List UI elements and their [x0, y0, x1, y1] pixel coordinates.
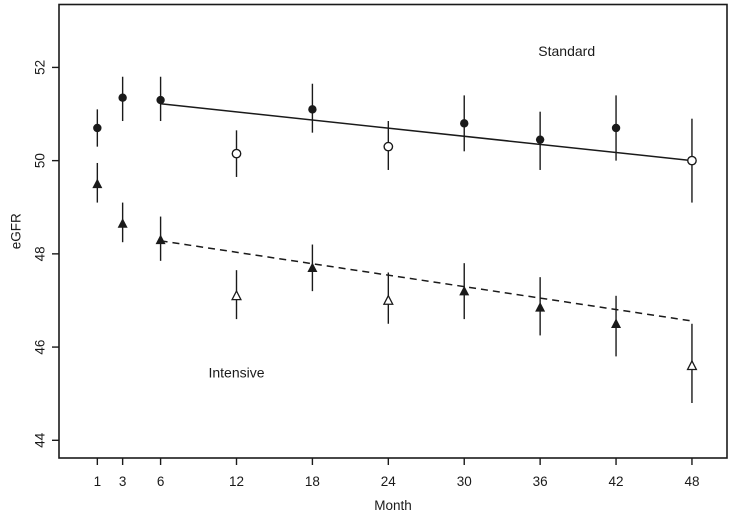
x-axis-tick-label: 24 [381, 474, 397, 489]
data-point-circle-filled [611, 123, 621, 133]
x-axis-title: Month [374, 498, 412, 513]
x-axis-tick-label: 3 [119, 474, 127, 489]
x-axis-tick-label: 48 [684, 474, 699, 489]
x-axis-tick-label: 1 [94, 474, 102, 489]
data-point-triangle-filled [459, 285, 470, 296]
plot-box [58, 3, 728, 459]
data-point-circle-filled [93, 123, 102, 133]
y-axis-tick-label: 50 [33, 153, 48, 168]
data-point-triangle-filled [155, 234, 166, 245]
x-axis-tick-label: 36 [533, 474, 548, 489]
data-point-circle-open [231, 148, 242, 159]
x-axis-tick-label: 12 [229, 474, 244, 489]
data-point-triangle-open [686, 359, 698, 371]
data-point-triangle-open [382, 294, 394, 305]
data-point-triangle-open [231, 289, 242, 301]
data-point-circle-filled [118, 93, 127, 102]
data-point-circle-open [687, 155, 697, 166]
x-axis-tick-label: 42 [609, 474, 624, 489]
y-axis-tick-label: 52 [33, 60, 48, 75]
x-axis-tick-label: 6 [157, 474, 165, 489]
y-axis-tick-label: 48 [33, 246, 48, 261]
data-point-circle-filled [156, 95, 165, 105]
data-point-triangle-filled [535, 302, 546, 312]
group-standard-label: Standard [538, 43, 595, 59]
y-axis-tick-label: 46 [33, 340, 48, 355]
group-intensive-label: Intensive [208, 365, 264, 381]
data-point-circle-filled [535, 135, 545, 144]
x-axis-tick-label: 30 [457, 474, 472, 489]
y-axis-title: eGFR [9, 213, 24, 249]
x-axis-tick-label: 18 [305, 474, 320, 489]
data-point-triangle-filled [307, 262, 318, 273]
data-point-triangle-filled [611, 318, 622, 328]
data-point-triangle-filled [117, 218, 128, 228]
data-point-circle-open [383, 141, 394, 152]
data-point-circle-filled [460, 119, 469, 128]
intensive-trend-line [160, 240, 693, 322]
data-point-triangle-filled [92, 178, 103, 189]
data-point-circle-filled [308, 105, 317, 114]
standard-trend-line [160, 103, 693, 162]
y-axis-tick-label: 44 [33, 432, 48, 448]
